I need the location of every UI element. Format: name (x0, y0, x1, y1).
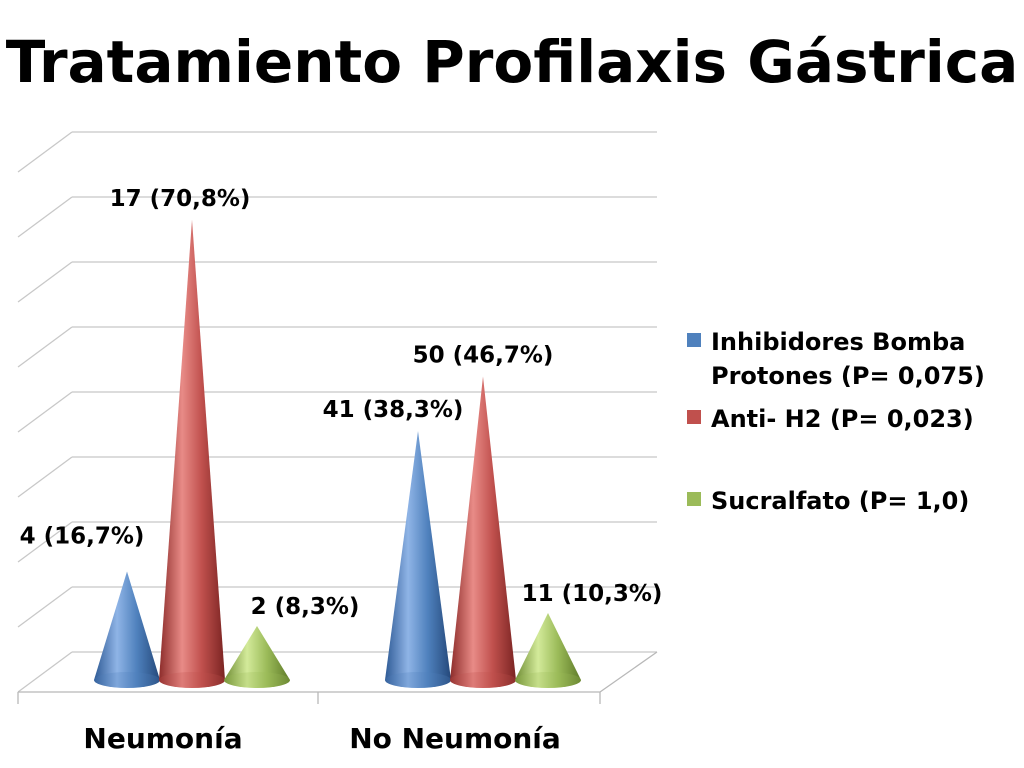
category-label: Neumonía (83, 722, 242, 755)
legend-label-0: Protones (P= 0,075) (711, 362, 985, 390)
cone-base-1-0 (385, 672, 451, 688)
cone-base-1-1 (450, 672, 516, 688)
gridline-side (17, 651, 73, 693)
legend-label-0: Inhibidores Bomba (711, 328, 965, 356)
gridline-side (17, 261, 73, 303)
gridline-side (17, 391, 73, 433)
legend-swatch-0 (687, 333, 701, 347)
category-label: No Neumonía (349, 722, 561, 755)
cones (94, 219, 581, 689)
data-label: 11 (10,3%) (522, 581, 663, 607)
gridline-side (17, 131, 73, 173)
cone-base-0-0 (94, 672, 160, 688)
cone-1-0 (385, 431, 451, 688)
gridline-side (17, 456, 73, 498)
cone-base-0-2 (224, 672, 290, 688)
data-label: 17 (70,8%) (110, 186, 251, 212)
cone-0-2 (224, 626, 290, 688)
gridline-side (17, 326, 73, 368)
legend: Inhibidores Bomba Protones (P= 0,075) Anti… (687, 328, 985, 515)
data-label: 2 (8,3%) (251, 594, 360, 620)
legend-label-2: Sucralfato (P= 1,0) (711, 487, 969, 515)
cone-base-0-1 (159, 672, 225, 688)
legend-swatch-2 (687, 492, 701, 506)
category-labels: Neumonía No Neumonía (83, 722, 560, 755)
cone-base-1-2 (515, 672, 581, 688)
gridline-side (17, 586, 73, 628)
cone-0-1 (159, 219, 225, 689)
cone-1-1 (450, 376, 516, 688)
gridlines (17, 131, 658, 704)
cone-1-2 (515, 613, 581, 688)
legend-swatch-1 (687, 410, 701, 424)
data-label: 41 (38,3%) (323, 397, 464, 423)
data-labels: 4 (16,7%) 41 (38,3%) 17 (70,8%) 50 (46,7%) 2… (20, 186, 663, 620)
cone-0-0 (94, 571, 160, 688)
legend-label-1: Anti- H2 (P= 0,023) (711, 405, 974, 433)
data-label: 50 (46,7%) (413, 342, 554, 368)
data-label: 4 (16,7%) (20, 523, 145, 549)
gridline-side (17, 521, 73, 563)
gridline-side (17, 196, 73, 238)
chart-title: Tratamiento Profilaxis Gástrica (5, 28, 1019, 96)
